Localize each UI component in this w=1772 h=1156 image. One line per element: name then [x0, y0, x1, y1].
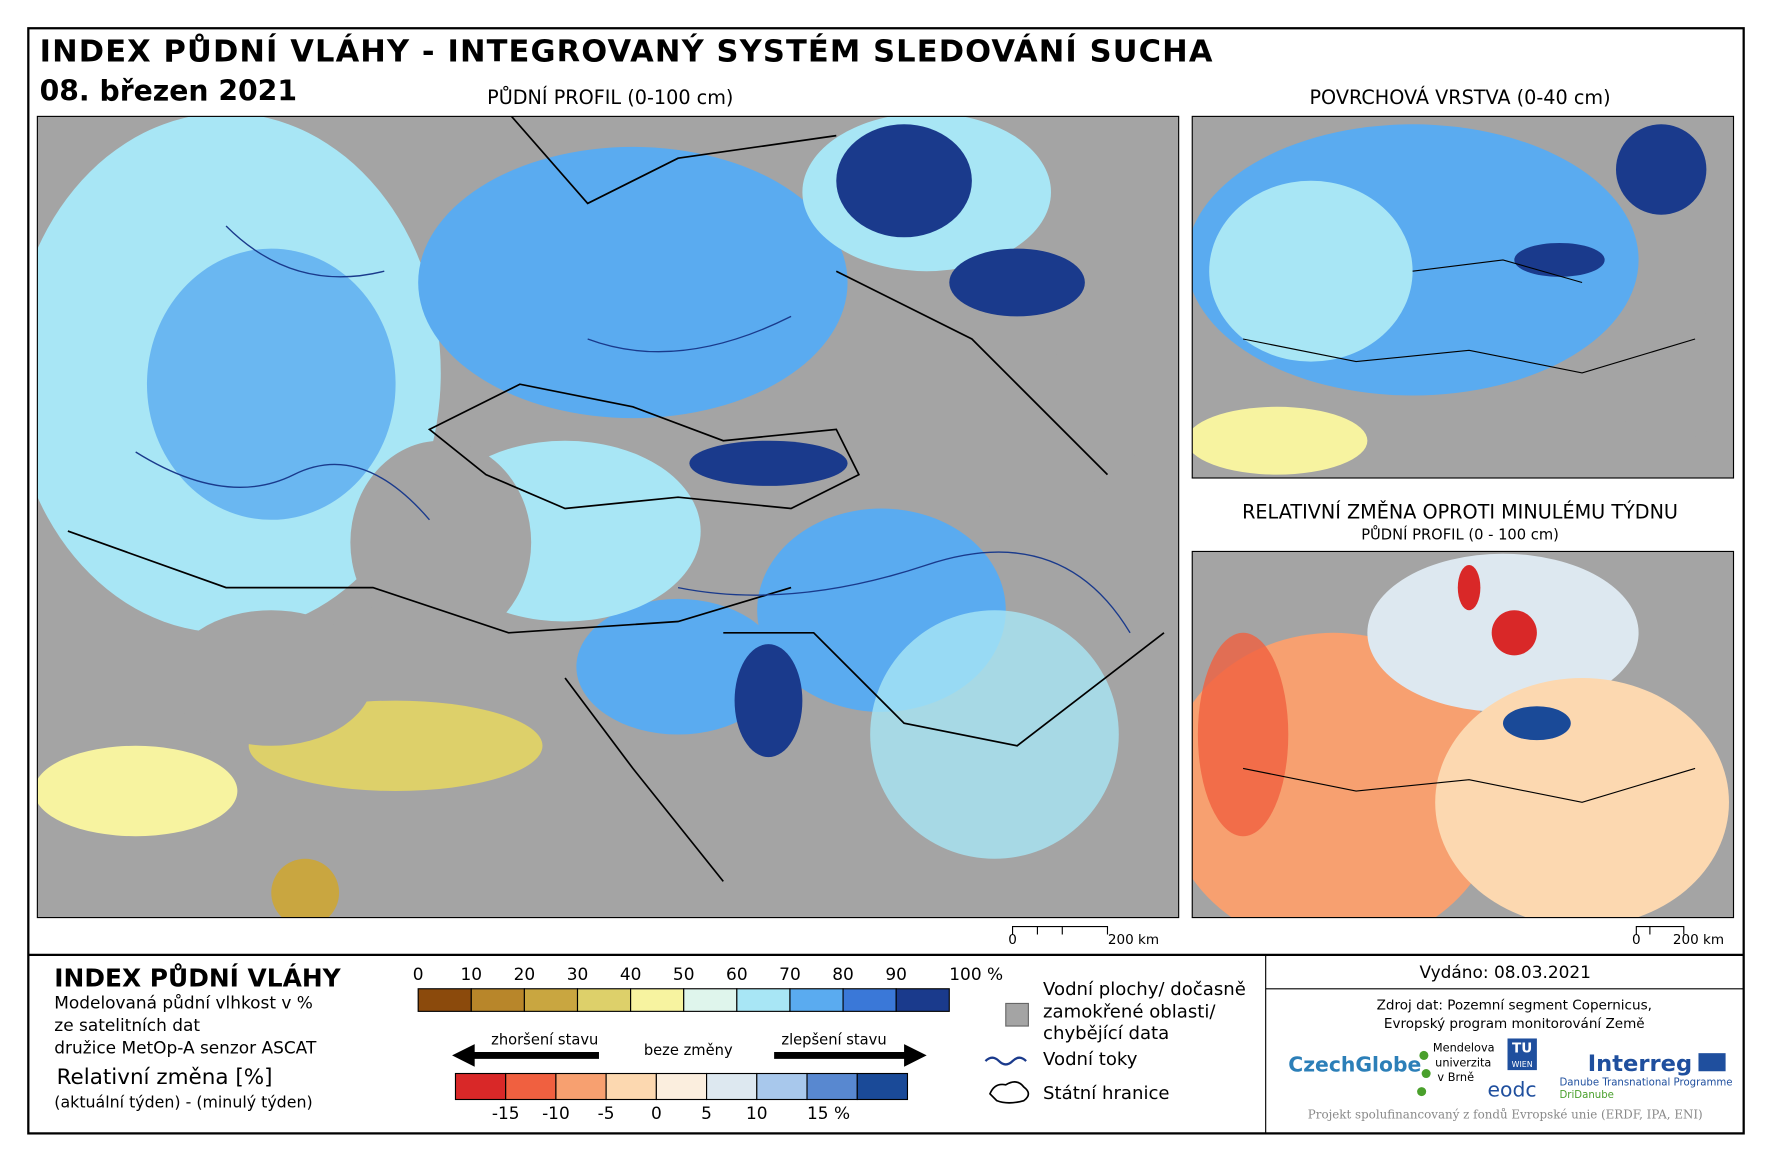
note: Projekt spolufinancovaný z fondů Evropsk…: [1308, 1107, 1703, 1121]
scale-box: [683, 988, 738, 1012]
scale-box: [505, 1072, 557, 1101]
scale-label: 200 km: [1108, 932, 1159, 948]
surface-map: [1192, 116, 1734, 478]
legend-text: ze satelitních dat: [54, 1015, 200, 1035]
scale-label: -5: [598, 1103, 615, 1123]
legend-text: zlepšení stavu: [781, 1032, 886, 1049]
legend-text: beze změny: [644, 1042, 733, 1059]
legend-item: Státní hranice: [1043, 1083, 1169, 1104]
scale-label: 0: [1632, 932, 1641, 948]
scale-label: -10: [542, 1103, 570, 1123]
scale-box: [417, 988, 472, 1012]
scale-box: [454, 1072, 507, 1101]
scale-label: -15: [492, 1103, 520, 1123]
logo: DriDanube: [1559, 1090, 1613, 1101]
scale-label: 60: [726, 964, 748, 984]
logo: Danube Transnational Programme: [1559, 1078, 1732, 1089]
scale-box: [856, 1072, 909, 1101]
scale-label: 0: [1008, 932, 1017, 948]
scale-label: 200 km: [1673, 932, 1724, 948]
legend-subtitle: Relativní změna [%]: [57, 1065, 273, 1090]
scale-box: [789, 988, 844, 1012]
scale-label: 10: [461, 964, 483, 984]
scale-label: 50: [673, 964, 695, 984]
panel-title: POVRCHOVÁ VRSTVA (0-40 cm): [1309, 86, 1610, 109]
legend-river: [984, 1056, 1027, 1066]
legend-border: [988, 1081, 1030, 1104]
legend-text: zhoršení stavu: [491, 1032, 598, 1049]
logo: univerzita: [1435, 1056, 1491, 1069]
scale-label: 0: [413, 964, 424, 984]
scale-label: 80: [832, 964, 854, 984]
source: Zdroj dat: Pozemní segment Copernicus,: [1377, 998, 1652, 1014]
arrow-right: [774, 1044, 927, 1067]
scale-box: [806, 1072, 858, 1101]
panel-title: PŮDNÍ PROFIL (0-100 cm): [487, 85, 733, 109]
main-map: [37, 116, 1179, 918]
change-scale: -15 -10 -5 0 5 10 15 %: [454, 1072, 909, 1123]
arrow-left: [452, 1044, 599, 1067]
scale-label: 15 %: [807, 1103, 850, 1123]
scale-box: [756, 1072, 808, 1101]
logo: TU: [1512, 1041, 1532, 1057]
scale-label: 5: [701, 1103, 712, 1123]
scale-label: 100 %: [949, 964, 1003, 984]
title: INDEX PŮDNÍ VLÁHY - INTEGROVANÝ SYSTÉM S…: [40, 33, 1214, 70]
scale-label: 0: [651, 1103, 662, 1123]
scale-label: 30: [567, 964, 589, 984]
map-frame: [1191, 550, 1735, 919]
legend-item: zamokřené oblasti/: [1043, 1001, 1216, 1022]
scale-box: [523, 988, 579, 1012]
scale-label: 70: [779, 964, 801, 984]
panel-title: RELATIVNÍ ZMĚNA OPROTI MINULÉMU TÝDNU: [1242, 501, 1678, 524]
scale-box: [470, 988, 525, 1012]
scale-box: [576, 988, 632, 1012]
logo: WIEN: [1512, 1060, 1533, 1069]
scale-label: 40: [620, 964, 642, 984]
legend-text: Modelovaná půdní vlhkost v %: [54, 992, 313, 1012]
scale-box: [736, 988, 791, 1012]
logo: Interreg: [1588, 1051, 1692, 1077]
scale-box: [655, 1072, 708, 1101]
logo: v Brně: [1437, 1071, 1474, 1084]
legend-item: chybějící data: [1043, 1023, 1169, 1044]
date: 08. březen 2021: [40, 75, 297, 108]
scale-bar: 0 200 km 0 200 km: [1008, 926, 1724, 948]
logo: CzechGlobe: [1288, 1053, 1421, 1077]
legend-item: Vodní plochy/ dočasně: [1043, 979, 1246, 1000]
source: Evropský program monitorování Země: [1384, 1016, 1645, 1032]
map-frame: [36, 115, 1180, 919]
change-map: [1192, 551, 1734, 918]
scale-box: [706, 1072, 758, 1101]
legend-swatch: [1005, 1002, 1029, 1027]
scale-box: [895, 988, 950, 1012]
legend-title: INDEX PŮDNÍ VLÁHY: [54, 963, 341, 993]
legend-text: družice MetOp-A senzor ASCAT: [54, 1038, 317, 1058]
logo: eodc: [1488, 1077, 1537, 1101]
scale-label: 90: [885, 964, 907, 984]
scale-label: 10: [746, 1103, 768, 1123]
issued: Vydáno: 08.03.2021: [1420, 962, 1591, 982]
scale-label: 20: [514, 964, 536, 984]
scale-box: [555, 1072, 607, 1101]
legend-item: Vodní toky: [1043, 1049, 1138, 1070]
panel-subtitle: PŮDNÍ PROFIL (0 - 100 cm): [1361, 526, 1559, 544]
logo: Mendelova: [1433, 1042, 1495, 1055]
moisture-scale: 0 10 20 30 40 50 60 70 80 90 100 %: [413, 964, 1003, 1012]
scale-box: [630, 988, 685, 1012]
scale-box: [842, 988, 897, 1012]
legend-text: (aktuální týden) - (minulý týden): [54, 1092, 312, 1111]
map-frame: [1191, 115, 1735, 479]
scale-box: [605, 1072, 657, 1101]
